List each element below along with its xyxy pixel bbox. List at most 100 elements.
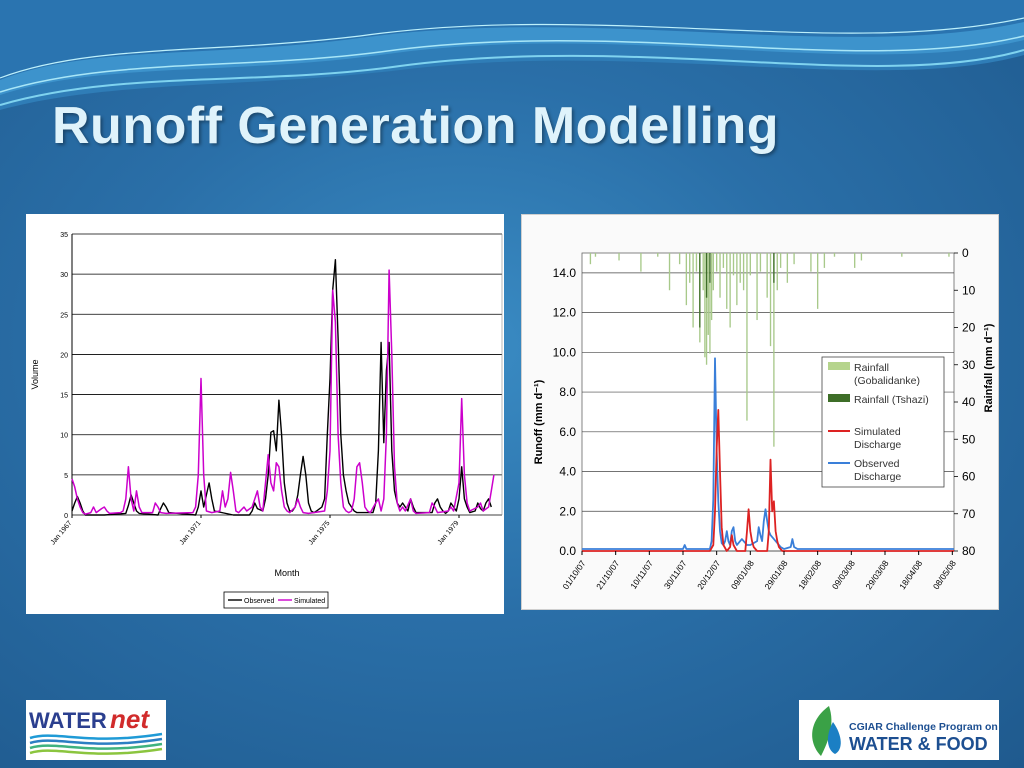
cgiar-logo-line2: WATER & FOOD — [849, 734, 988, 754]
rainfall-bar-gobalidanke — [823, 253, 826, 268]
y-tick-label: 2.0 — [559, 504, 576, 518]
rainfall-bar-gobalidanke — [766, 253, 768, 298]
y-tick-label: 10 — [60, 433, 68, 440]
y-tick-label: 14.0 — [553, 266, 577, 280]
x-tick-label: 09/03/08 — [830, 558, 857, 591]
rainfall-bar-gobalidanke — [668, 253, 671, 291]
y2-axis-label: Rainfall (mm d⁻¹) — [983, 323, 995, 412]
x-tick-label: 08/05/08 — [931, 558, 958, 591]
rainfall-bar-gobalidanke — [732, 253, 735, 276]
series-line-observed-discharge — [582, 357, 954, 550]
rainfall-bar-gobalidanke — [640, 253, 642, 272]
rainfall-bar-gobalidanke — [689, 253, 691, 283]
rainfall-bar-gobalidanke — [759, 253, 762, 272]
rainfall-bar-gobalidanke — [657, 253, 659, 257]
y2-tick-label: 40 — [962, 395, 976, 409]
waternet-logo-text-water: WATER — [29, 708, 107, 733]
legend-swatch — [828, 362, 850, 370]
rainfall-bar-gobalidanke — [779, 253, 782, 268]
rainfall-bar-gobalidanke — [702, 253, 704, 291]
rainfall-bar-gobalidanke — [948, 253, 950, 257]
y-tick-label: 6.0 — [559, 425, 576, 439]
series-line-observed — [71, 259, 492, 516]
y-tick-label: 25 — [60, 312, 68, 319]
legend-swatch — [828, 394, 850, 402]
rainfall-bar-gobalidanke — [707, 253, 709, 335]
rainfall-bar-gobalidanke — [704, 253, 706, 358]
rainfall-bar-gobalidanke — [901, 253, 903, 257]
rainfall-bar-gobalidanke — [715, 253, 718, 272]
x-tick-label: 18/02/08 — [796, 558, 823, 591]
waternet-logo-graphic: WATER net — [29, 704, 163, 755]
chart-observed-vs-simulated-volume: 0 5 10 15 20 25 30 35 Jan 1967 Jan 1971 Jan 1975 Ja… — [26, 214, 504, 614]
rainfall-bar-gobalidanke — [816, 253, 819, 309]
x-tick-label: Jan 1979 — [437, 520, 461, 547]
legend-label: Rainfall (Gobalidanke) — [854, 362, 920, 387]
waternet-logo: WATER net — [26, 700, 166, 760]
rainfall-bar-gobalidanke — [793, 253, 795, 265]
rainfall-bar-gobalidanke — [749, 253, 751, 276]
legend-label: Rainfall (Tshazi) — [854, 394, 929, 406]
rainfall-bar-gobalidanke — [854, 253, 856, 268]
y2-tick-label: 60 — [962, 470, 976, 484]
y-tick-label: 35 — [60, 232, 68, 239]
cgiar-water-food-logo: CGIAR Challenge Program on WATER & FOOD — [799, 700, 999, 760]
rainfall-bar-gobalidanke — [589, 253, 592, 265]
rainfall-bar-gobalidanke — [685, 253, 688, 306]
rainfall-bar-gobalidanke — [719, 253, 721, 298]
rainfall-bar-gobalidanke — [776, 253, 778, 291]
rainfall-bar-tshazi — [709, 253, 711, 283]
rainfall-bar-gobalidanke — [773, 253, 775, 447]
rainfall-bar-gobalidanke — [692, 253, 694, 328]
rainfall-bar-gobalidanke — [705, 253, 708, 365]
x-tick-label: 29/03/08 — [863, 558, 890, 591]
rainfall-bar-gobalidanke — [756, 253, 758, 321]
x-tick-label: Jan 1967 — [50, 520, 74, 547]
rainfall-bar-gobalidanke — [726, 253, 728, 309]
rainfall-bar-gobalidanke — [594, 253, 597, 257]
x-tick-label: 20/12/07 — [695, 558, 722, 591]
rainfall-bar-gobalidanke — [695, 253, 698, 272]
y-tick-label: 10.0 — [553, 345, 577, 359]
x-tick-label: 18/04/08 — [897, 558, 924, 591]
y-tick-label: 0.0 — [559, 544, 576, 558]
decorative-waves — [0, 0, 1024, 110]
x-tick-label: 29/01/08 — [762, 558, 789, 591]
y-tick-label: 0 — [64, 513, 68, 520]
rainfall-bar-gobalidanke — [722, 253, 725, 268]
x-tick-label: 10/11/07 — [628, 558, 655, 591]
chart-runoff-rainfall: 0.0 2.0 4.0 6.0 8.0 10.0 12.0 14.0 0 10 20 30 40 50 60… — [521, 214, 999, 610]
rainfall-bar-gobalidanke — [709, 253, 711, 354]
y2-tick-label: 20 — [962, 321, 976, 335]
water-drop-icon — [827, 722, 841, 754]
rainfall-bar-tshazi — [773, 253, 775, 283]
chart-right-svg: 0.0 2.0 4.0 6.0 8.0 10.0 12.0 14.0 0 10 20 30 40 50 60… — [533, 246, 995, 591]
y2-tick-label: 70 — [962, 507, 976, 521]
y-tick-label: 8.0 — [559, 385, 576, 399]
x-tick-label: 01/10/07 — [560, 558, 587, 591]
rainfall-bar-gobalidanke — [860, 253, 863, 261]
leaf-icon — [812, 706, 832, 756]
y-tick-label: 20 — [60, 352, 68, 359]
y-tick-label: 5 — [64, 473, 68, 480]
y-tick-label: 15 — [60, 393, 68, 400]
rainfall-bar-gobalidanke — [833, 253, 836, 257]
y-axis-label: Runoff (mm d⁻¹) — [533, 379, 545, 464]
x-tick-label: Jan 1971 — [179, 520, 203, 547]
rainfall-bar-gobalidanke — [810, 253, 812, 272]
legend-label: Simulated Discharge — [854, 426, 901, 451]
legend-box — [223, 591, 329, 609]
y-tick-label: 30 — [60, 272, 68, 279]
rainfall-bar-gobalidanke — [742, 253, 745, 291]
x-axis-label: Month — [274, 568, 299, 578]
y2-tick-label: 30 — [962, 358, 976, 372]
y2-tick-label: 80 — [962, 544, 976, 558]
y-tick-label: 4.0 — [559, 465, 576, 479]
y-axis-label: Volume — [30, 359, 40, 389]
waternet-logo-text-net: net — [110, 704, 150, 734]
slide-title: Runoff Generation Modelling — [52, 97, 780, 155]
rainfall-bar-gobalidanke — [678, 253, 681, 265]
rainfall-bar-gobalidanke — [786, 253, 789, 283]
rainfall-bar-gobalidanke — [736, 253, 738, 306]
legend-box — [821, 356, 945, 488]
